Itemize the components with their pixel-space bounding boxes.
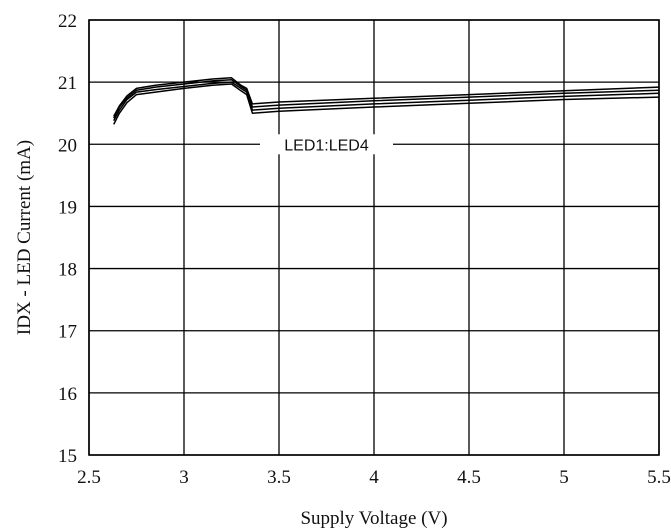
y-tick-label: 16 (58, 384, 77, 405)
y-tick-label: 17 (58, 322, 77, 343)
x-tick-label: 5.5 (647, 467, 671, 488)
x-axis-label: Supply Voltage (V) (300, 508, 447, 529)
series-line-2 (113, 78, 660, 119)
series-line-3 (113, 81, 660, 122)
series-line-1 (113, 77, 660, 117)
annotation-group: LED1:LED4 (260, 134, 393, 155)
x-tick-label: 3.5 (267, 467, 291, 488)
y-tick-label: 20 (58, 135, 77, 156)
y-tick-label: 15 (58, 446, 77, 467)
x-tick-label: 5 (559, 467, 569, 488)
annotation-led1-led4: LED1:LED4 (284, 137, 369, 154)
annotation-background (260, 134, 393, 155)
series-line-4 (113, 83, 660, 125)
x-tick-label: 3 (179, 467, 189, 488)
x-tick-label: 2.5 (77, 467, 101, 488)
y-axis-label: IDX - LED Current (mA) (14, 140, 35, 335)
series-group (113, 77, 660, 125)
y-tick-label: 18 (58, 260, 77, 281)
x-tick-labels: 2.5 3 3.5 4 4.5 5 5.5 (77, 467, 671, 488)
x-tick-label: 4 (369, 467, 379, 488)
y-tick-label: 21 (58, 73, 77, 94)
y-tick-label: 19 (58, 197, 77, 218)
x-tick-label: 4.5 (457, 467, 481, 488)
y-tick-label: 22 (58, 11, 77, 32)
plot-frame (88, 19, 660, 456)
y-tick-labels: 15 16 17 18 19 20 21 22 (58, 11, 77, 467)
